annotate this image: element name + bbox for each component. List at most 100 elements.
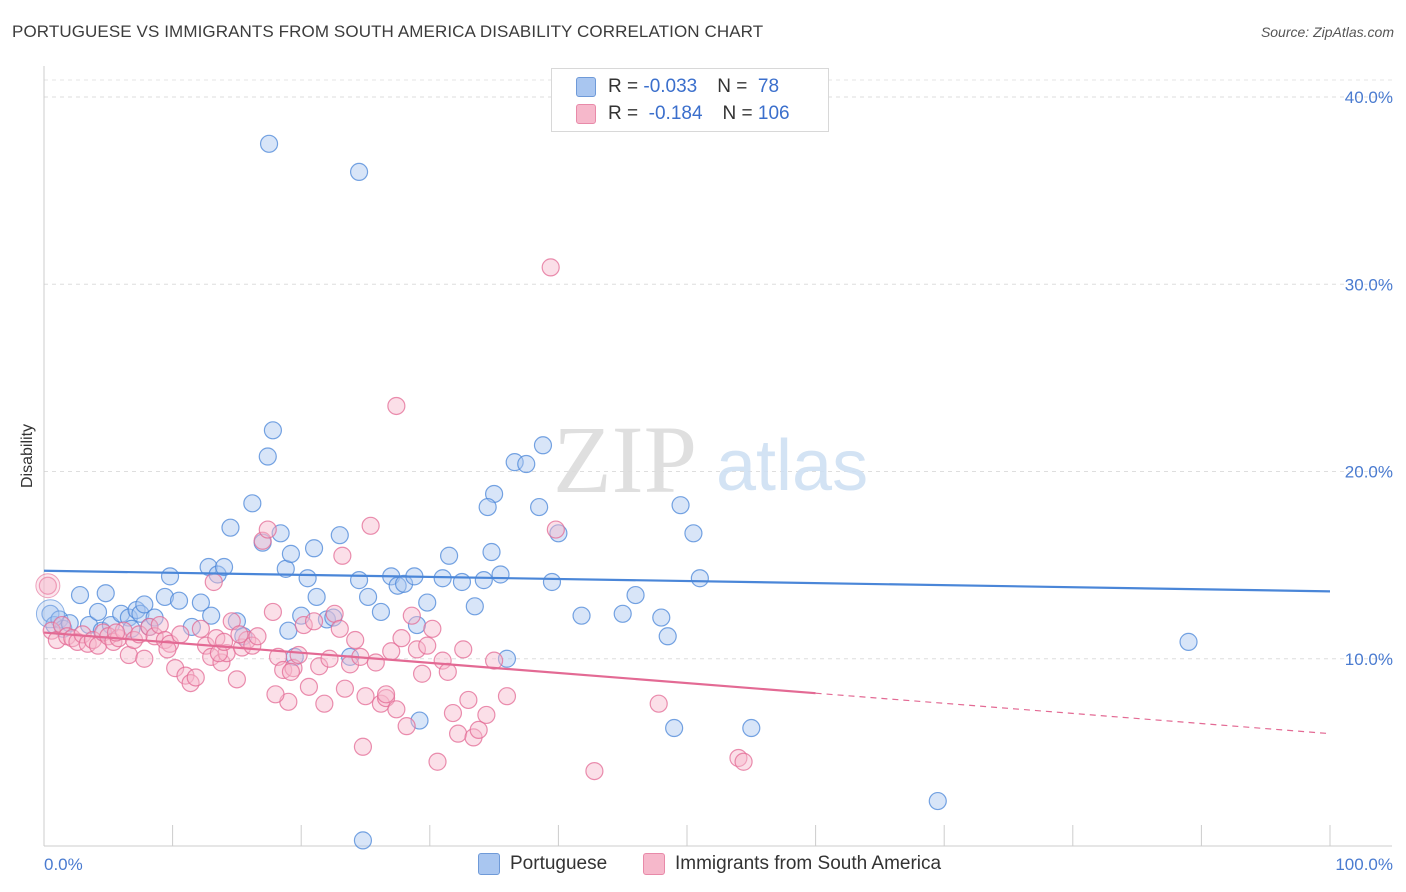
point-series0-40 [279,621,298,640]
point-series0-64 [474,571,493,590]
point-series1-84 [469,720,488,740]
x-tick-label-max: 100.0% [1335,855,1393,874]
point-series0-33 [258,447,277,466]
legend-r-label: R = [608,103,644,124]
point-series1-87 [497,687,517,706]
point-series1-57 [330,619,349,638]
point-series1-85 [477,705,496,725]
point-series1-89 [387,396,406,416]
point-series1-75 [423,619,442,638]
point-series0-71 [517,454,536,474]
point-series1-29 [186,668,205,687]
legend-r-label: R = [608,76,644,97]
point-series0-87 [1179,632,1198,651]
point-series1-82 [459,690,478,710]
point-series1-73 [412,664,432,683]
bottom-legend-immigrants: Immigrants from South America [643,852,941,876]
point-series0-34 [263,421,283,440]
bottom-legend-swatch-immigrants [643,853,665,875]
point-series1-68 [387,700,406,719]
point-series1-102 [230,625,249,644]
series-immigrants-points [35,258,753,781]
point-series1-78 [438,662,457,681]
point-series1-88 [541,258,560,277]
point-series0-77 [626,585,645,605]
point-series0-5 [70,585,90,605]
trend-lines [43,569,1331,735]
point-series1-25 [166,659,185,678]
point-series1-69 [392,629,411,648]
point-series1-81 [454,640,473,659]
gridlines [44,79,1392,660]
legend-row-immigrants: R = -0.184 N = 106 [576,102,790,126]
point-series1-98 [734,752,753,771]
point-series0-66 [491,565,510,584]
y-axis-label: Disability [19,424,36,488]
point-series1-95 [585,761,604,781]
legend-n-label: N = [717,76,753,97]
point-series0-52 [371,602,391,622]
point-series0-74 [542,572,562,592]
point-series0-81 [684,524,703,543]
point-series1-94 [546,520,565,539]
point-series0-73 [533,436,553,455]
point-series0-31 [243,494,262,513]
point-series0-19 [155,587,174,607]
point-series0-78 [613,604,632,623]
point-series0-37 [281,544,301,563]
chart-title: PORTUGUESE VS IMMIGRANTS FROM SOUTH AMER… [12,22,764,41]
point-series1-19 [135,649,154,668]
point-series0-88 [349,162,369,181]
point-series0-23 [191,593,210,612]
point-series1-42 [253,531,272,550]
point-series0-62 [452,572,472,592]
point-series1-52 [304,612,324,631]
point-series1-63 [361,516,380,535]
axes [43,66,1392,847]
point-series0-27 [214,557,234,577]
correlation-legend: R = -0.033 N = 78 R = -0.184 N = 106 [551,68,829,132]
watermark-atlas: atlas [716,426,868,506]
legend-n-value: 106 [757,103,790,124]
y-tick-labels: 10.0% 20.0% 30.0% 40.0% [1345,88,1393,669]
point-series0-76 [572,606,591,625]
point-series0-50 [353,831,373,850]
point-series1-54 [315,694,334,713]
point-series1-28 [181,673,200,693]
bottom-legend-swatch-portuguese [478,853,500,875]
point-series0-55 [394,574,414,593]
point-series0-7 [88,602,108,622]
point-series1-93 [353,737,373,756]
point-series1-99 [376,685,396,704]
point-series0-68 [478,497,497,517]
point-series0-72 [530,497,549,517]
point-series1-26 [171,625,190,644]
point-series1-41 [248,627,267,646]
legend-swatch-immigrants [576,104,596,124]
point-series1-80 [448,724,468,743]
point-series0-58 [418,593,437,612]
point-series0-61 [439,546,459,565]
point-series1-79 [443,703,463,723]
point-series0-20 [160,567,180,586]
legend-n-value: 78 [752,76,780,97]
point-series0-47 [330,526,349,545]
point-series0-63 [465,597,484,616]
point-series0-82 [690,569,709,588]
legend-row-portuguese: R = -0.033 N = 78 [576,75,779,99]
point-series1-50 [294,615,313,635]
point-series0-43 [304,539,324,558]
bottom-legend-label-portuguese: Portuguese [510,853,608,874]
watermark: ZIP atlas [553,406,868,513]
trend-line-series1 [43,631,816,695]
point-series0-70 [505,453,524,472]
point-series0-14 [131,604,150,623]
point-series1-51 [299,677,319,696]
point-series0-21 [169,591,189,610]
trend-line-series0 [43,569,1331,593]
point-series1-0 [38,576,57,595]
point-series0-51 [358,587,378,607]
point-series1-70 [397,717,416,736]
point-series0-80 [671,496,690,515]
